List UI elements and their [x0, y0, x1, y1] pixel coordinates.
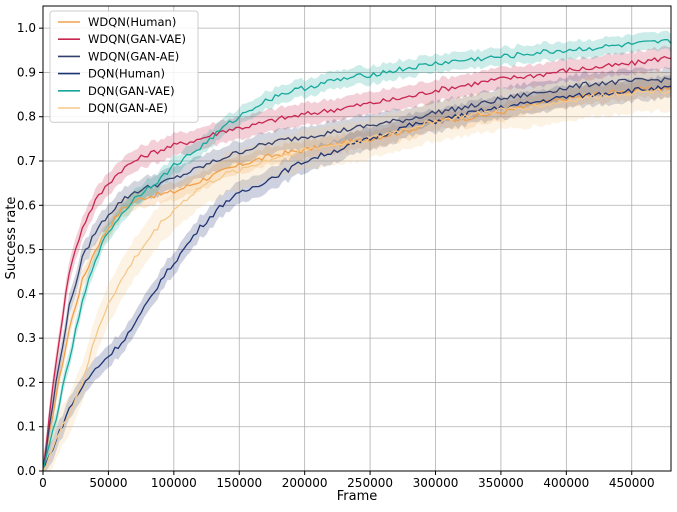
y-tick-label: 1.0 — [17, 21, 36, 35]
legend-box — [49, 10, 199, 123]
confidence-band-dqn-gan-ae- — [43, 68, 671, 472]
confidence-bands — [43, 30, 671, 472]
chart-legend: WDQN(Human) WDQN(GAN-VAE) WDQN(GAN-AE) DQN(… — [49, 10, 199, 123]
series-line-dqn-gan-vae- — [42, 38, 672, 472]
x-tick-label: 350000 — [478, 476, 524, 490]
series-line-dqn-gan-ae- — [42, 87, 672, 472]
y-tick-label: 0.3 — [17, 331, 36, 345]
series-line-wdqn-gan-ae- — [42, 77, 672, 472]
y-tick-label: 0.7 — [17, 154, 36, 168]
x-tick-label: 300000 — [413, 476, 459, 490]
confidence-band-dqn-human- — [43, 75, 671, 471]
y-tick-label: 0.0 — [17, 464, 36, 478]
y-tick-label: 0.2 — [17, 375, 36, 389]
y-tick-label: 0.9 — [17, 65, 36, 79]
series-line-wdqn-gan-vae- — [42, 55, 672, 472]
x-tick-label: 150000 — [216, 476, 262, 490]
x-tick-label: 400000 — [543, 476, 589, 490]
legend-label: DQN(GAN-AE) — [88, 101, 168, 115]
legend-label: WDQN(GAN-VAE) — [88, 32, 186, 46]
y-tick-label: 0.1 — [17, 420, 36, 434]
x-tick-label: 450000 — [609, 476, 655, 490]
legend-label: DQN(GAN-VAE) — [88, 84, 175, 98]
y-axis-ticks: 0.0 0.1 0.2 0.3 0.4 0.5 0.6 0.7 0.8 0.9 1.0 — [17, 21, 43, 478]
legend-label: WDQN(Human) — [88, 15, 176, 29]
y-axis-label: Success rate — [4, 197, 19, 280]
y-tick-label: 0.5 — [17, 243, 36, 257]
confidence-band-wdqn-human- — [43, 77, 671, 471]
x-tick-label: 100000 — [151, 476, 197, 490]
x-tick-label: 250000 — [347, 476, 393, 490]
series-line-dqn-human- — [42, 85, 672, 472]
x-tick-label: 0 — [39, 476, 47, 490]
y-tick-label: 0.4 — [17, 287, 36, 301]
x-tick-label: 200000 — [282, 476, 328, 490]
x-axis-label: Frame — [337, 489, 378, 504]
x-tick-label: 50000 — [89, 476, 127, 490]
y-tick-label: 0.8 — [17, 110, 36, 124]
series-lines — [42, 38, 672, 472]
plot-frame — [42, 5, 672, 472]
confidence-band-wdqn-gan-ae- — [43, 66, 671, 471]
confidence-band-dqn-gan-vae- — [43, 30, 671, 472]
legend-label: DQN(Human) — [88, 67, 165, 81]
x-axis-ticks: 0 50000 100000 150000 200000 250000 300000 3500… — [39, 471, 655, 490]
y-tick-label: 0.6 — [17, 198, 36, 212]
legend-label: WDQN(GAN-AE) — [88, 49, 179, 63]
